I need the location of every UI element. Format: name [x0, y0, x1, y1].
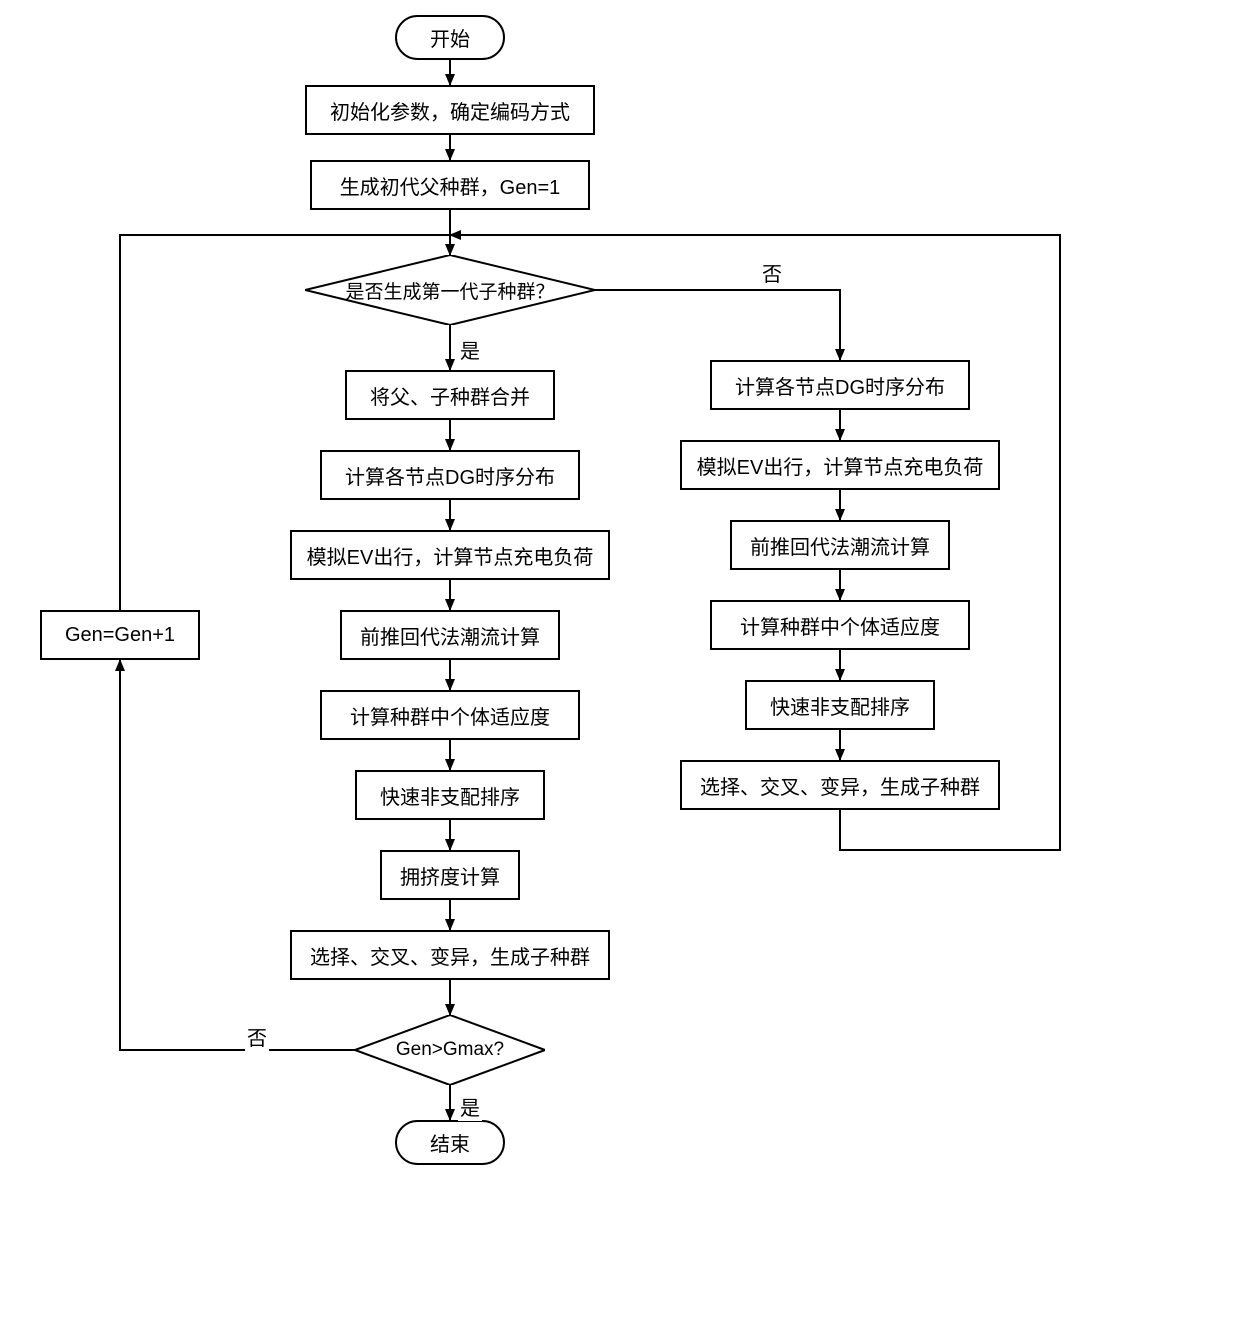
node-genR: 选择、交叉、变异，生成子种群: [680, 760, 1000, 810]
node-sortR: 快速非支配排序: [745, 680, 935, 730]
node-pfL: 前推回代法潮流计算: [340, 610, 560, 660]
node-sortL: 快速非支配排序: [355, 770, 545, 820]
node-end: 结束: [395, 1120, 505, 1165]
node-dgL: 计算各节点DG时序分布: [320, 450, 580, 500]
node-crowd: 拥挤度计算: [380, 850, 520, 900]
node-label: 拥挤度计算: [400, 861, 500, 890]
node-gen1: 生成初代父种群，Gen=1: [310, 160, 590, 210]
node-pfR: 前推回代法潮流计算: [730, 520, 950, 570]
node-label: 生成初代父种群，Gen=1: [340, 171, 561, 200]
node-dgR: 计算各节点DG时序分布: [710, 360, 970, 410]
node-label: 计算各节点DG时序分布: [735, 371, 945, 400]
node-label: 快速非支配排序: [380, 781, 520, 810]
node-label: 计算种群中个体适应度: [350, 701, 550, 730]
node-label: 结束: [430, 1128, 470, 1157]
node-label: 模拟EV出行，计算节点充电负荷: [697, 451, 984, 480]
node-label: 开始: [430, 23, 470, 52]
edge-dec1-dgR: [595, 290, 840, 360]
node-label: 前推回代法潮流计算: [750, 531, 930, 560]
node-fitR: 计算种群中个体适应度: [710, 600, 970, 650]
node-label: 是否生成第一代子种群？: [345, 277, 554, 304]
node-label: 模拟EV出行，计算节点充电负荷: [307, 541, 594, 570]
node-label: Gen=Gen+1: [65, 624, 175, 647]
node-dec2: Gen>Gmax?: [355, 1015, 545, 1085]
node-label: 前推回代法潮流计算: [360, 621, 540, 650]
edge-label-dec2_no: 否: [245, 1022, 269, 1051]
node-label: 初始化参数，确定编码方式: [330, 96, 570, 125]
node-label: 选择、交叉、变异，生成子种群: [310, 941, 590, 970]
node-label: 选择、交叉、变异，生成子种群: [700, 771, 980, 800]
node-evR: 模拟EV出行，计算节点充电负荷: [680, 440, 1000, 490]
node-evL: 模拟EV出行，计算节点充电负荷: [290, 530, 610, 580]
node-label: 快速非支配排序: [770, 691, 910, 720]
node-fitL: 计算种群中个体适应度: [320, 690, 580, 740]
node-start: 开始: [395, 15, 505, 60]
node-init: 初始化参数，确定编码方式: [305, 85, 595, 135]
edge-label-dec1_no: 否: [760, 258, 784, 287]
node-label: 计算各节点DG时序分布: [345, 461, 555, 490]
node-label: Gen>Gmax?: [396, 1039, 504, 1061]
node-label: 将父、子种群合并: [370, 381, 530, 410]
node-label: 计算种群中个体适应度: [740, 611, 940, 640]
node-geninc: Gen=Gen+1: [40, 610, 200, 660]
node-dec1: 是否生成第一代子种群？: [305, 255, 595, 325]
node-merge: 将父、子种群合并: [345, 370, 555, 420]
edge-label-dec1_yes: 是: [458, 335, 482, 364]
node-genL: 选择、交叉、变异，生成子种群: [290, 930, 610, 980]
edge-label-dec2_yes: 是: [458, 1092, 482, 1121]
